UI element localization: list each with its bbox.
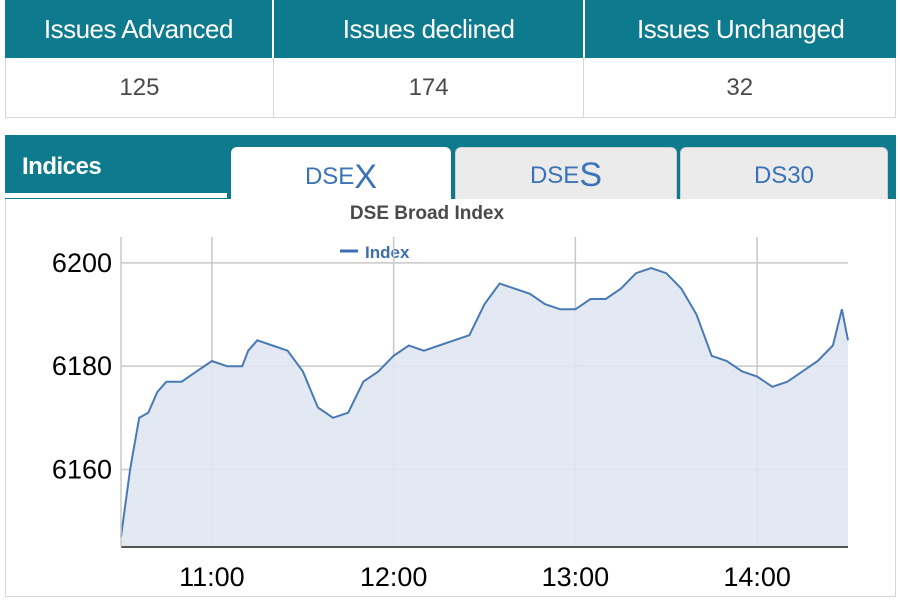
stats-value-row: 125 174 32 — [5, 58, 896, 118]
index-line — [120, 266, 849, 537]
tab-ds30-label: DS30 — [753, 161, 815, 189]
y-tick-label: 6200 — [52, 248, 112, 278]
header-issues-advanced: Issues Advanced — [5, 0, 272, 58]
y-tick-label: 6160 — [52, 455, 112, 485]
x-tick-label: 13:00 — [542, 562, 610, 592]
panel-title-underline — [5, 193, 227, 198]
y-tick-label: 6180 — [52, 351, 112, 381]
chart-title: DSE Broad Index — [350, 203, 505, 224]
index-area-fill — [121, 268, 848, 547]
y-axis-ticks: 6160 6180 6200 — [52, 248, 112, 485]
x-axis-ticks: 11:00 12:00 13:00 14:00 — [179, 562, 791, 592]
tab-dsex-suffix: X — [354, 157, 378, 196]
chart-axes — [120, 237, 848, 548]
x-tick-label: 14:00 — [723, 562, 791, 592]
x-tick-label: 11:00 — [179, 562, 245, 592]
stats-header-row: Issues Advanced Issues declined Issues U… — [5, 0, 896, 58]
value-issues-unchanged: 32 — [583, 58, 895, 117]
tab-ds30[interactable]: DS30 — [680, 147, 888, 203]
legend-entry-index: Index — [365, 243, 410, 262]
header-issues-declined: Issues declined — [271, 0, 584, 58]
issues-stats-table: Issues Advanced Issues declined Issues U… — [5, 0, 896, 118]
panel-content-top — [6, 199, 895, 204]
value-issues-declined: 174 — [272, 58, 584, 117]
tab-dsex-prefix: DSE — [304, 163, 355, 190]
indices-panel-title: Indices — [22, 153, 102, 180]
tab-dses-prefix: DSE — [529, 161, 580, 189]
tab-dses[interactable]: DSE S — [455, 147, 677, 203]
tab-dsex[interactable]: DSE X — [231, 147, 451, 207]
x-tick-label: 12:00 — [360, 562, 428, 592]
header-issues-unchanged: Issues Unchanged — [583, 0, 896, 58]
tab-dses-suffix: S — [579, 156, 603, 194]
value-issues-advanced: 125 — [119, 73, 160, 101]
